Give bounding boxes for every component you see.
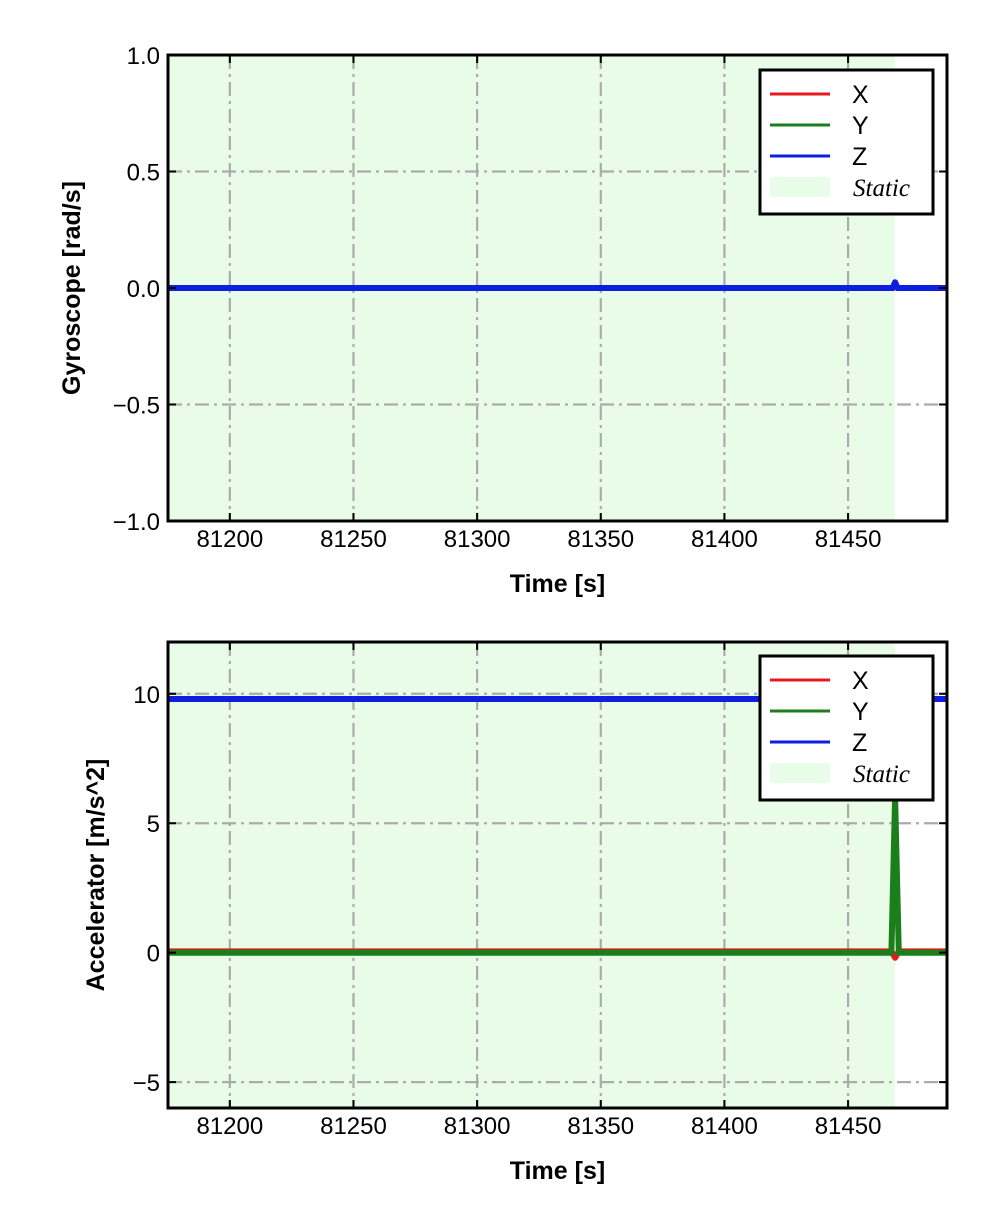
y-tick-label: −0.5 bbox=[113, 393, 160, 420]
series-line-y bbox=[168, 794, 947, 956]
x-tick-label: 81350 bbox=[567, 1113, 634, 1140]
x-tick-label: 81200 bbox=[196, 1113, 263, 1140]
y-tick-label: 10 bbox=[133, 682, 160, 709]
y-tick-label: 0.0 bbox=[127, 276, 160, 303]
y-tick-label: 5 bbox=[147, 811, 160, 838]
x-tick-label: 81200 bbox=[196, 526, 263, 553]
y-tick-label: 1.0 bbox=[127, 43, 160, 70]
plot-frame bbox=[166, 53, 949, 523]
x-tick-label: 81300 bbox=[444, 1113, 511, 1140]
legend-label-x: X bbox=[852, 81, 869, 109]
legend: XYZ Static bbox=[758, 68, 935, 216]
legend-label-z: Z bbox=[852, 143, 867, 171]
legend-label-z: Z bbox=[852, 729, 867, 757]
y-axis-label: Gyroscope [rad/s] bbox=[58, 181, 86, 395]
legend-label-y: Y bbox=[852, 112, 869, 140]
x-axis-label: Time [s] bbox=[510, 1157, 605, 1185]
x-tick-label: 81400 bbox=[691, 1113, 758, 1140]
legend-swatch-static bbox=[770, 177, 830, 197]
legend: XYZ Static bbox=[758, 654, 935, 802]
legend-label-y: Y bbox=[852, 698, 869, 726]
x-tick-label: 81450 bbox=[815, 526, 882, 553]
plot-frame bbox=[166, 640, 949, 1110]
y-tick-label: 0 bbox=[147, 941, 160, 968]
x-tick-label: 81350 bbox=[567, 526, 634, 553]
accelerometer-chart: 81200 81250 81300 81350 81400 81450 10 5 0 −5 Time… bbox=[82, 640, 949, 1185]
series-line-z bbox=[168, 279, 947, 291]
x-tick-label: 81250 bbox=[320, 1113, 387, 1140]
legend-label-static: Static bbox=[853, 175, 910, 202]
x-tick-label: 81300 bbox=[444, 526, 511, 553]
y-axis-label: Accelerator [m/s^2] bbox=[82, 759, 110, 992]
y-tick-label: 0.5 bbox=[127, 160, 160, 187]
legend-label-static: Static bbox=[853, 761, 910, 788]
y-tick-label: −5 bbox=[133, 1070, 160, 1097]
x-tick-label: 81400 bbox=[691, 526, 758, 553]
x-axis-label: Time [s] bbox=[510, 570, 605, 598]
y-tick-label: −1.0 bbox=[113, 509, 160, 536]
series-group bbox=[168, 279, 947, 291]
x-tick-label: 81250 bbox=[320, 526, 387, 553]
legend-swatch-static bbox=[770, 763, 830, 783]
legend-label-x: X bbox=[852, 667, 869, 695]
gyroscope-chart: 81200 81250 81300 81350 81400 81450 1.0 0.5 0.0 −… bbox=[58, 43, 949, 598]
x-tick-label: 81450 bbox=[815, 1113, 882, 1140]
